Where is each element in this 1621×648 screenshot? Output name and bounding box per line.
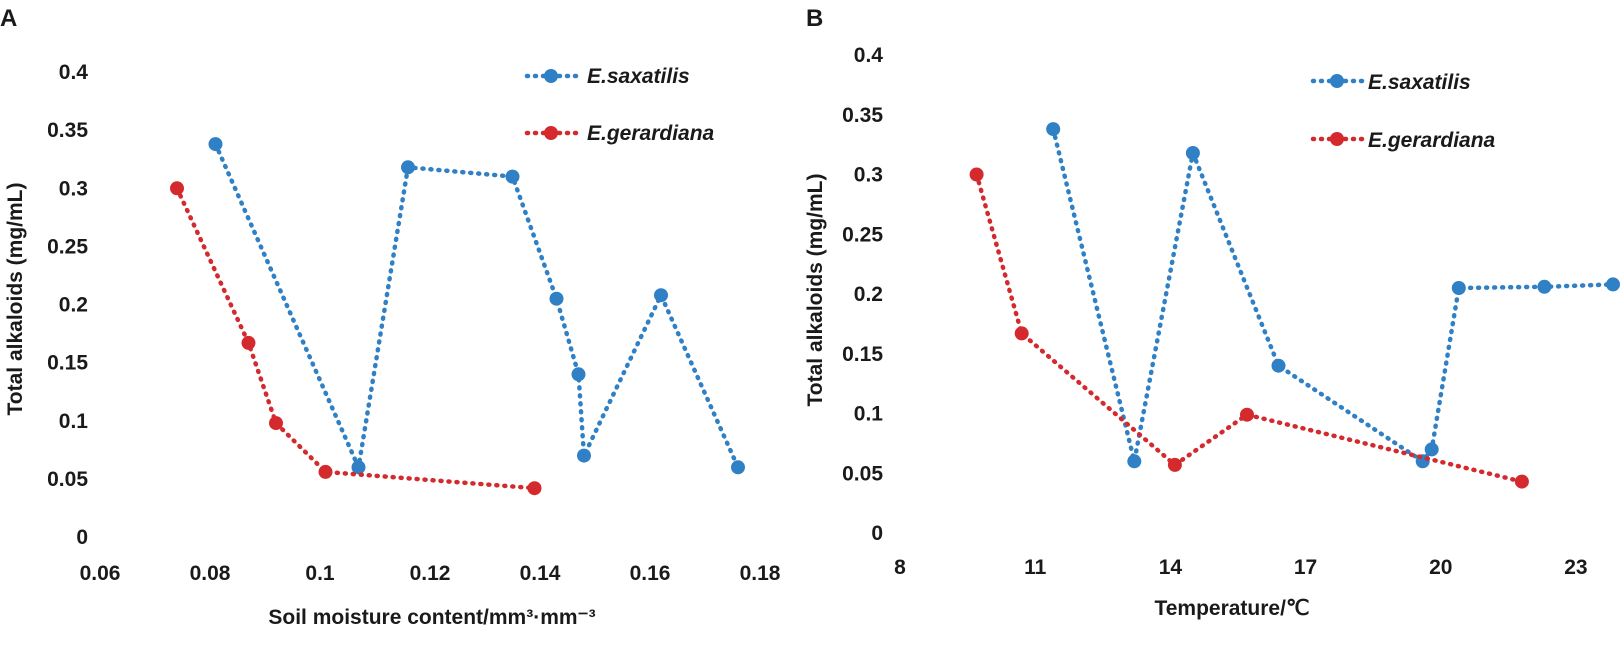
data-point-e-saxatilis	[571, 367, 586, 382]
panel-b-y-tick-label: 0.05	[842, 462, 883, 485]
panel-a-x-tick-label: 0.16	[630, 562, 671, 585]
data-point-e-gerardiana	[1014, 326, 1029, 341]
data-point-e-saxatilis	[1046, 122, 1061, 137]
data-point-e-gerardiana	[318, 464, 333, 479]
data-point-e-saxatilis	[654, 288, 668, 303]
panel-a-x-tick-label: 0.08	[190, 562, 231, 585]
panel-a-y-axis-title: Total alkaloids (mg/mL)	[4, 183, 27, 416]
data-point-e-gerardiana	[527, 481, 542, 496]
panel-b: B 0 0.05 0.1 0.15 0.2 0.25 0.3 0.35 0.4 8 11 14 17 2…	[804, 5, 1620, 620]
data-point-e-saxatilis	[401, 160, 415, 175]
panel-a-series	[170, 137, 745, 496]
legend-marker-e-gerardiana	[544, 126, 558, 140]
panel-b-x-tick-label: 11	[1024, 556, 1047, 579]
panel-a-y-tick-label: 0.3	[59, 177, 88, 200]
legend-label-e-saxatilis: E.saxatilis	[1368, 71, 1471, 94]
panel-b-y-tick-label: 0.2	[854, 283, 883, 306]
panel-a-label: A	[0, 5, 17, 32]
panel-b-y-tick-label: 0.3	[854, 164, 883, 187]
data-point-e-saxatilis	[1606, 277, 1620, 292]
panel-b-y-tick-label: 0.15	[842, 343, 883, 366]
data-point-e-gerardiana	[269, 416, 283, 431]
panel-b-legend: E.saxatilis E.gerardiana	[1310, 71, 1496, 152]
data-point-e-saxatilis	[351, 460, 366, 475]
legend-label-e-gerardiana: E.gerardiana	[587, 122, 715, 145]
legend-label-e-gerardiana: E.gerardiana	[1368, 129, 1496, 152]
panel-b-y-tick-label: 0.35	[842, 104, 883, 127]
data-point-e-saxatilis	[1271, 358, 1286, 373]
panel-b-x-axis: 8 11 14 17 20 23	[894, 556, 1587, 579]
data-point-e-saxatilis	[549, 291, 564, 306]
data-point-e-saxatilis	[577, 448, 591, 463]
panel-b-x-tick-label: 14	[1159, 556, 1183, 579]
data-point-e-saxatilis	[1451, 281, 1466, 295]
panel-b-x-tick-label: 8	[894, 556, 906, 579]
panel-b-x-tick-label: 20	[1429, 556, 1452, 579]
data-point-e-gerardiana	[170, 181, 184, 196]
panel-a-x-tick-label: 0.06	[80, 562, 121, 585]
data-point-e-gerardiana	[241, 335, 256, 350]
panel-a-y-tick-label: 0.05	[47, 468, 88, 491]
panel-a-x-tick-label: 0.14	[520, 562, 561, 585]
data-point-e-saxatilis	[1127, 454, 1142, 469]
panel-b-label: B	[806, 5, 823, 32]
panel-a-y-tick-label: 0.15	[47, 352, 88, 375]
data-point-e-saxatilis	[1537, 279, 1552, 294]
panel-b-y-tick-label: 0	[871, 522, 883, 545]
panel-b-y-tick-label: 0.1	[854, 403, 884, 426]
data-point-e-gerardiana	[1240, 407, 1254, 422]
data-point-e-saxatilis	[731, 460, 745, 475]
legend-marker-e-saxatilis	[1330, 74, 1344, 88]
panel-a-legend: E.saxatilis E.gerardiana	[524, 65, 715, 145]
panel-b-y-axis: 0 0.05 0.1 0.15 0.2 0.25 0.3 0.35 0.4	[842, 44, 883, 545]
panel-a-x-axis-title: Soil moisture content/mm³·mm⁻³	[268, 606, 595, 629]
data-point-e-saxatilis	[1424, 442, 1439, 457]
data-point-e-saxatilis	[208, 137, 223, 152]
panel-a-y-tick-label: 0	[76, 526, 88, 549]
series-line-e-saxatilis	[213, 141, 741, 470]
legend-label-e-saxatilis: E.saxatilis	[587, 65, 690, 88]
panel-b-x-tick-label: 17	[1294, 556, 1317, 579]
panel-b-y-tick-label: 0.4	[854, 44, 884, 67]
panel-a-y-tick-label: 0.35	[47, 119, 88, 142]
panel-b-x-tick-label: 23	[1564, 556, 1587, 579]
panel-a-y-tick-label: 0.1	[59, 410, 89, 433]
panel-b-y-axis-title: Total alkaloids (mg/mL)	[804, 174, 827, 407]
panel-a-x-tick-label: 0.12	[410, 562, 451, 585]
data-point-e-saxatilis	[1185, 146, 1200, 160]
panel-b-series	[969, 122, 1620, 489]
data-point-e-gerardiana	[1167, 457, 1182, 472]
data-point-e-saxatilis	[505, 169, 520, 184]
panel-a-y-tick-label: 0.25	[47, 235, 88, 258]
panel-a-y-axis: 0 0.05 0.1 0.15 0.2 0.25 0.3 0.35 0.4	[47, 61, 88, 549]
data-point-e-gerardiana	[1514, 474, 1529, 489]
panel-a-y-tick-label: 0.4	[59, 61, 89, 84]
panel-a-x-tick-label: 0.18	[740, 562, 781, 585]
panel-a-y-tick-label: 0.2	[59, 294, 88, 317]
data-point-e-gerardiana	[969, 167, 984, 182]
panel-b-x-axis-title: Temperature/℃	[1154, 597, 1309, 620]
panel-a-x-axis: 0.06 0.08 0.1 0.12 0.14 0.16 0.18	[80, 562, 781, 585]
panel-a: A 0 0.05 0.1 0.15 0.2 0.25 0.3 0.35 0.4 0.06 0.08…	[0, 5, 781, 629]
panel-a-x-tick-label: 0.1	[305, 562, 335, 585]
legend-marker-e-gerardiana	[1330, 132, 1344, 146]
legend-marker-e-saxatilis	[544, 69, 558, 83]
panel-b-y-tick-label: 0.25	[842, 223, 883, 246]
